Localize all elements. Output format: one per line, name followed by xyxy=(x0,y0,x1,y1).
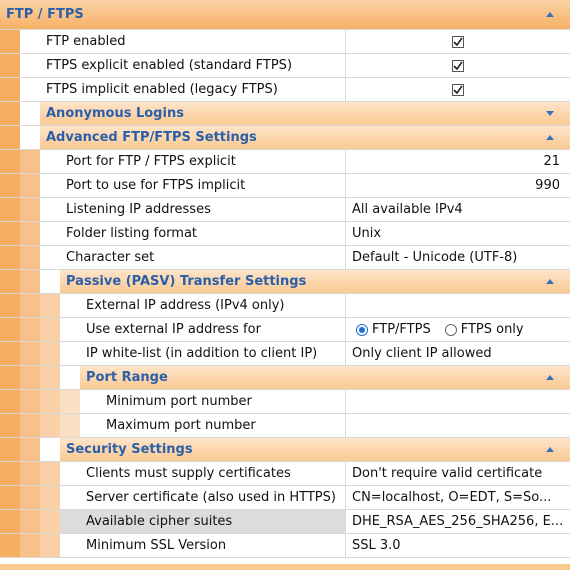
property-value[interactable] xyxy=(346,54,570,77)
min-port-input[interactable] xyxy=(346,390,570,413)
property-row-min-ssl[interactable]: Minimum SSL Version SSL 3.0 xyxy=(0,534,570,558)
property-row-ftp-enabled[interactable]: FTP enabled xyxy=(0,30,570,54)
section-ftp-ftps[interactable]: FTP / FTPS xyxy=(0,0,570,30)
property-label: Minimum port number xyxy=(80,390,346,413)
check-icon xyxy=(453,61,463,70)
property-label: Use external IP address for xyxy=(60,318,346,341)
property-label: Listening IP addresses xyxy=(40,198,346,221)
property-label: FTPS explicit enabled (standard FTPS) xyxy=(20,54,346,77)
section-header[interactable]: Port Range xyxy=(80,366,570,389)
property-label: Available cipher suites xyxy=(60,510,346,533)
ftps-implicit-checkbox[interactable] xyxy=(452,83,464,96)
chevron-up-icon[interactable] xyxy=(544,0,556,29)
property-label: FTP enabled xyxy=(20,30,346,53)
folder-format-value[interactable]: Unix xyxy=(352,226,382,241)
ftps-explicit-checkbox[interactable] xyxy=(452,59,464,72)
client-certs-value[interactable]: Don't require valid certificate xyxy=(352,466,543,481)
check-icon xyxy=(453,85,463,94)
property-label: Port for FTP / FTPS explicit xyxy=(40,150,346,173)
section-title: Anonymous Logins xyxy=(46,106,184,121)
chevron-down-icon[interactable] xyxy=(544,102,556,125)
property-label: Minimum SSL Version xyxy=(60,534,346,557)
property-row-folder-format[interactable]: Folder listing format Unix xyxy=(0,222,570,246)
property-row-ftps-implicit[interactable]: FTPS implicit enabled (legacy FTPS) xyxy=(0,78,570,102)
section-header[interactable]: Security Settings xyxy=(60,438,570,461)
chevron-up-icon[interactable] xyxy=(544,126,556,149)
property-row-max-port[interactable]: Maximum port number xyxy=(0,414,570,438)
section-title: Passive (PASV) Transfer Settings xyxy=(66,274,307,289)
property-row-external-ip[interactable]: External IP address (IPv4 only) xyxy=(0,294,570,318)
ftp-enabled-checkbox[interactable] xyxy=(452,35,464,48)
section-header[interactable]: Anonymous Logins xyxy=(40,102,570,125)
character-set-value[interactable]: Default - Unicode (UTF-8) xyxy=(352,250,518,265)
section-anonymous-logins[interactable]: Anonymous Logins xyxy=(0,102,570,126)
radio-selected-icon[interactable] xyxy=(356,323,368,336)
section-title: FTP / FTPS xyxy=(6,7,84,22)
check-icon xyxy=(453,37,463,46)
section-passive-settings[interactable]: Passive (PASV) Transfer Settings xyxy=(0,270,570,294)
section-title: Security Settings xyxy=(66,442,193,457)
port-explicit-value[interactable]: 21 xyxy=(543,154,560,169)
section-header[interactable]: FTP / FTPS xyxy=(0,0,570,29)
property-value[interactable] xyxy=(346,78,570,101)
section-header[interactable]: Advanced FTP/FTPS Settings xyxy=(40,126,570,149)
property-row-listening-ip[interactable]: Listening IP addresses All available IPv… xyxy=(0,198,570,222)
server-cert-value[interactable]: CN=localhost, O=EDT, S=So... xyxy=(352,490,552,505)
section-header[interactable]: Passive (PASV) Transfer Settings xyxy=(60,270,570,293)
radio-ftp-ftps[interactable]: FTP/FTPS xyxy=(356,322,431,337)
property-row-port-explicit[interactable]: Port for FTP / FTPS explicit 21 xyxy=(0,150,570,174)
property-row-use-external[interactable]: Use external IP address for FTP/FTPS FTP… xyxy=(0,318,570,342)
cipher-suites-value[interactable]: DHE_RSA_AES_256_SHA256, E... xyxy=(352,514,564,529)
property-row-port-implicit[interactable]: Port to use for FTPS implicit 990 xyxy=(0,174,570,198)
radio-label: FTPS only xyxy=(460,322,524,337)
ip-whitelist-value[interactable]: Only client IP allowed xyxy=(352,346,492,361)
property-label: Character set xyxy=(40,246,346,269)
port-implicit-value[interactable]: 990 xyxy=(535,178,560,193)
property-row-cipher-suites[interactable]: Available cipher suites DHE_RSA_AES_256_… xyxy=(0,510,570,534)
property-label: Maximum port number xyxy=(80,414,346,437)
listening-ip-value[interactable]: All available IPv4 xyxy=(352,202,463,217)
next-section-edge xyxy=(0,564,570,570)
property-value[interactable] xyxy=(346,30,570,53)
property-row-server-cert[interactable]: Server certificate (also used in HTTPS) … xyxy=(0,486,570,510)
external-ip-input[interactable] xyxy=(346,294,570,317)
radio-unselected-icon[interactable] xyxy=(444,323,457,336)
use-external-radio-group: FTP/FTPS FTPS only xyxy=(346,318,570,341)
property-row-character-set[interactable]: Character set Default - Unicode (UTF-8) xyxy=(0,246,570,270)
section-port-range[interactable]: Port Range xyxy=(0,366,570,390)
section-title: Port Range xyxy=(86,370,168,385)
property-row-min-port[interactable]: Minimum port number xyxy=(0,390,570,414)
section-title: Advanced FTP/FTPS Settings xyxy=(46,130,257,145)
section-advanced-settings[interactable]: Advanced FTP/FTPS Settings xyxy=(0,126,570,150)
property-label: Folder listing format xyxy=(40,222,346,245)
property-label: Clients must supply certificates xyxy=(60,462,346,485)
property-row-ip-whitelist[interactable]: IP white-list (in addition to client IP)… xyxy=(0,342,570,366)
radio-ftps-only[interactable]: FTPS only xyxy=(444,322,524,337)
property-row-client-certs[interactable]: Clients must supply certificates Don't r… xyxy=(0,462,570,486)
property-label: IP white-list (in addition to client IP) xyxy=(60,342,346,365)
min-ssl-value[interactable]: SSL 3.0 xyxy=(352,538,401,553)
chevron-up-icon[interactable] xyxy=(544,366,556,389)
property-label: Port to use for FTPS implicit xyxy=(40,174,346,197)
chevron-up-icon[interactable] xyxy=(544,438,556,461)
property-label: External IP address (IPv4 only) xyxy=(60,294,346,317)
property-row-ftps-explicit[interactable]: FTPS explicit enabled (standard FTPS) xyxy=(0,54,570,78)
property-label: FTPS implicit enabled (legacy FTPS) xyxy=(20,78,346,101)
section-security-settings[interactable]: Security Settings xyxy=(0,438,570,462)
radio-label: FTP/FTPS xyxy=(372,322,431,337)
property-label: Server certificate (also used in HTTPS) xyxy=(60,486,346,509)
chevron-up-icon[interactable] xyxy=(544,270,556,293)
max-port-input[interactable] xyxy=(346,414,570,437)
